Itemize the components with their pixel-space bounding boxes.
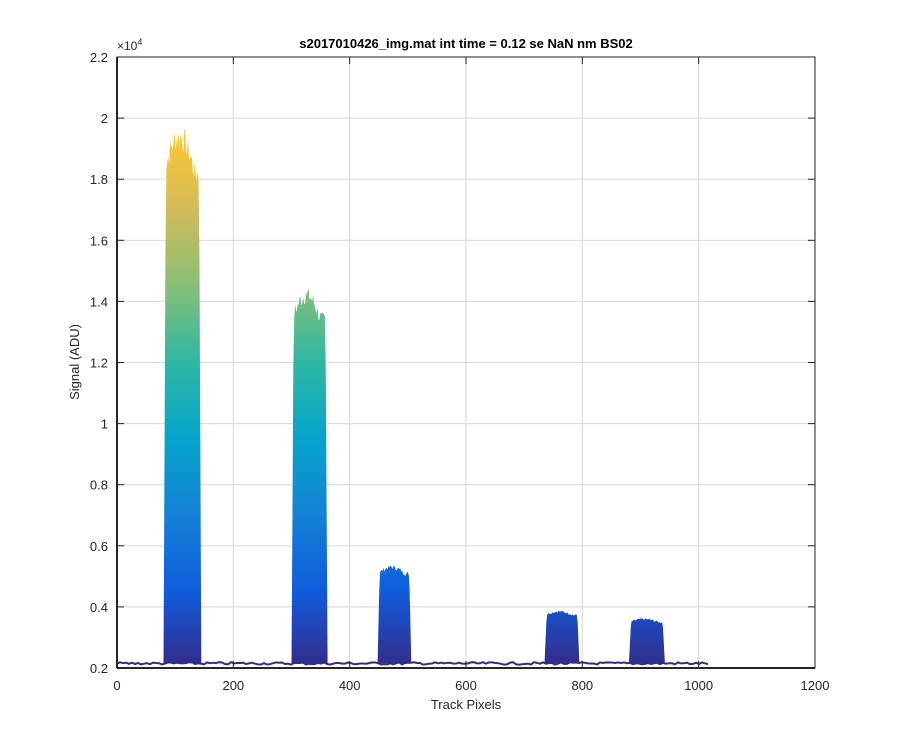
x-tick-label: 200 (222, 678, 244, 693)
axes (116, 56, 816, 669)
y-tick-label: 1.4 (90, 294, 108, 309)
data-series (116, 129, 709, 666)
peak-4 (544, 610, 580, 664)
x-tick-label: 1200 (801, 678, 830, 693)
y-tick-label: 2 (101, 111, 108, 126)
y-tick-label: 1.8 (90, 172, 108, 187)
y-tick-label: 1.2 (90, 356, 108, 371)
y-tick-label: 1 (101, 417, 108, 432)
peak-2 (291, 287, 328, 664)
x-tick-label: 800 (571, 678, 593, 693)
x-tick-label: 0 (113, 678, 120, 693)
y-axis-exponent-power: 4 (137, 37, 142, 47)
tick-labels: 0 200 400 600 800 1000 1200 0.2 0.4 0.6 0.8 1 1.2 1.4… (90, 50, 830, 693)
y-tick-label: 0.4 (90, 600, 108, 615)
peak-3 (377, 565, 412, 664)
y-axis-exponent-base: ×10 (117, 39, 138, 53)
y-tick-label: 1.6 (90, 233, 108, 248)
x-tick-label: 1000 (684, 678, 713, 693)
y-tick-label: 0.8 (90, 478, 108, 493)
y-tick-label: 0.2 (90, 661, 108, 676)
chart-title: s2017010426_img.mat int time = 0.12 se N… (299, 36, 633, 51)
y-axis-exponent: ×104 (117, 37, 142, 53)
y-axis-label: Signal (ADU) (67, 324, 82, 400)
peak-5 (628, 618, 665, 664)
x-tick-label: 400 (339, 678, 361, 693)
baseline-trace (116, 661, 709, 666)
x-tick-label: 600 (455, 678, 477, 693)
peak-1 (163, 129, 202, 664)
y-tick-label: 2.2 (90, 50, 108, 65)
y-tick-label: 0.6 (90, 539, 108, 554)
x-axis-label: Track Pixels (431, 697, 502, 712)
